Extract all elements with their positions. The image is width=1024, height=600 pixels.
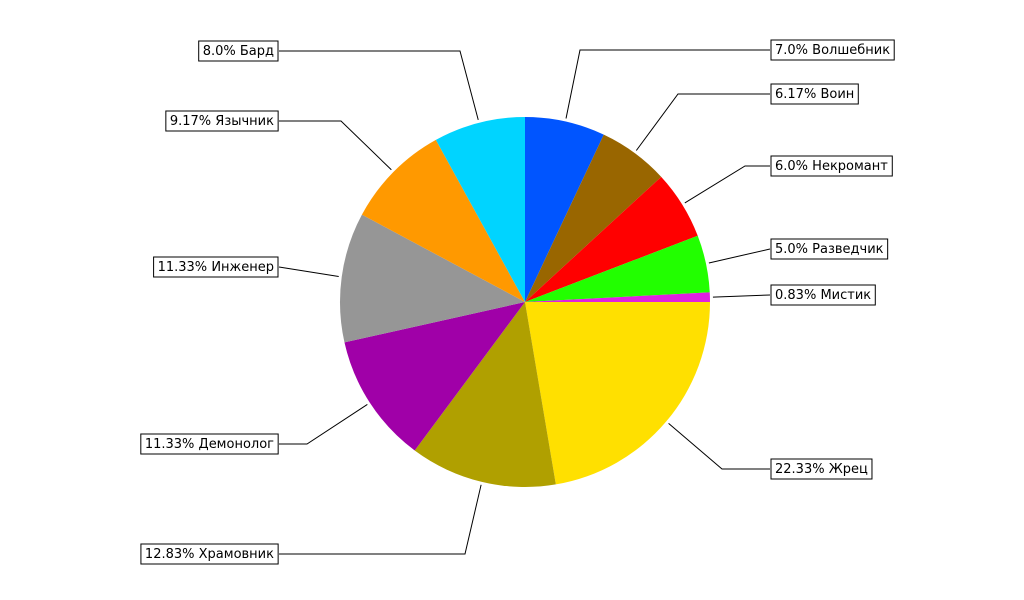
- category-label: Мистик: [820, 288, 871, 303]
- pie-slice: [340, 214, 525, 343]
- pie-slice: [525, 134, 662, 302]
- pie-slice: [525, 235, 710, 302]
- label-text: 11.33% Инженер: [158, 260, 274, 275]
- pie-slice: [525, 292, 710, 303]
- category-label: Демонолог: [199, 437, 275, 452]
- label-box: [140, 543, 279, 565]
- pie-slice: [361, 139, 525, 302]
- slice-label: 6.17% Воин: [770, 83, 859, 105]
- value-label: 0.83%: [775, 288, 816, 303]
- slice-label: 5.0% Разведчик: [770, 238, 889, 260]
- label-box: [770, 284, 876, 306]
- leader-line: [279, 50, 479, 121]
- category-label: Разведчик: [812, 242, 883, 257]
- label-box: [165, 110, 279, 132]
- value-label: 8.0%: [203, 44, 236, 59]
- value-label: 6.17%: [775, 87, 816, 102]
- value-label: 6.0%: [775, 159, 808, 174]
- value-label: 5.0%: [775, 242, 808, 257]
- leader-line: [278, 266, 339, 278]
- leader-line: [635, 93, 770, 151]
- category-label: Волшебник: [812, 43, 890, 58]
- leader-line: [279, 403, 368, 445]
- labels: 7.0% Волшебник 6.17% Воин 6.0% Некромант 5.…: [140, 39, 895, 565]
- category-label: Жрец: [829, 462, 868, 477]
- category-label: Воин: [820, 87, 854, 102]
- leader-line: [708, 248, 771, 264]
- value-label: 7.0%: [775, 43, 808, 58]
- slice-label: 11.33% Инженер: [153, 256, 279, 278]
- value-label: 9.17%: [170, 114, 211, 129]
- leader-line: [668, 422, 770, 470]
- label-box: [770, 83, 859, 105]
- slice-label: 8.0% Бард: [198, 40, 279, 62]
- slice-label: 11.33% Демонолог: [140, 433, 279, 455]
- label-text: 11.33% Демонолог: [145, 437, 274, 452]
- label-text: 9.17% Язычник: [170, 114, 274, 129]
- leader-line: [279, 484, 482, 555]
- pie-slice: [525, 302, 710, 485]
- slice-label: 7.0% Волшебник: [770, 39, 895, 61]
- label-text: 8.0% Бард: [203, 44, 274, 59]
- leader-line: [712, 294, 771, 298]
- leader-line: [279, 120, 392, 171]
- label-box: [198, 40, 279, 62]
- leader-line: [684, 165, 770, 204]
- label-text: 0.83% Мистик: [775, 288, 871, 303]
- value-label: 11.33%: [145, 437, 195, 452]
- label-text: 5.0% Разведчик: [775, 242, 884, 257]
- slice-label: 0.83% Мистик: [770, 284, 876, 306]
- label-text: 7.0% Волшебник: [775, 43, 890, 58]
- value-label: 11.33%: [158, 260, 208, 275]
- pie-slice: [344, 302, 525, 451]
- label-text: 12.83% Храмовник: [145, 547, 274, 562]
- wedges: [340, 117, 710, 487]
- pie-slice: [525, 117, 604, 302]
- label-box: [770, 458, 873, 480]
- label-box: [770, 39, 895, 61]
- leader-line: [565, 49, 770, 119]
- label-box: [153, 256, 279, 278]
- category-label: Бард: [240, 44, 274, 59]
- label-box: [770, 155, 893, 177]
- label-text: 6.17% Воин: [775, 87, 854, 102]
- label-box: [140, 433, 279, 455]
- slice-label: 12.83% Храмовник: [140, 543, 279, 565]
- label-box: [770, 238, 889, 260]
- slice-label: 9.17% Язычник: [165, 110, 279, 132]
- label-text: 6.0% Некромант: [775, 159, 888, 174]
- value-label: 12.83%: [145, 547, 195, 562]
- pie-slice: [525, 176, 698, 302]
- pie-slice: [435, 117, 525, 302]
- label-text: 22.33% Жрец: [775, 462, 868, 477]
- category-label: Инженер: [211, 260, 274, 275]
- category-label: Некромант: [812, 159, 888, 174]
- category-label: Язычник: [215, 114, 274, 129]
- pie-slice: [414, 302, 556, 487]
- value-label: 22.33%: [775, 462, 825, 477]
- slice-label: 6.0% Некромант: [770, 155, 893, 177]
- slice-label: 22.33% Жрец: [770, 458, 873, 480]
- category-label: Храмовник: [199, 547, 274, 562]
